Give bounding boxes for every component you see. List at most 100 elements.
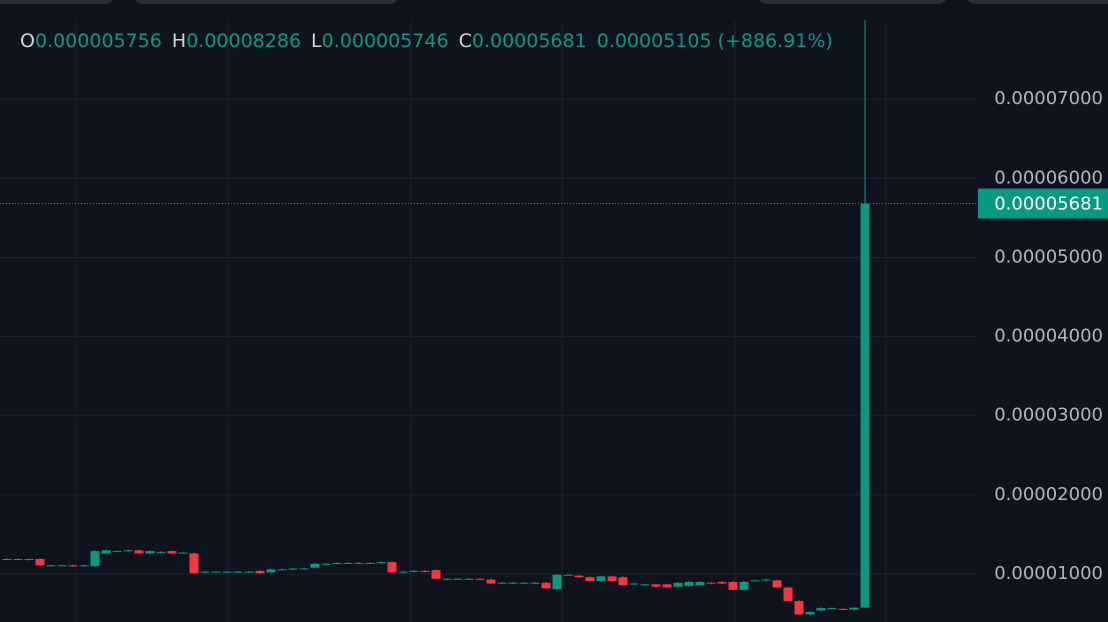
candle-body: [398, 571, 408, 573]
candle-body: [717, 581, 727, 584]
candle-body: [200, 571, 210, 573]
candle-body: [563, 574, 573, 576]
ohlc-key: L: [311, 30, 322, 52]
ohlc-value: 0.000005756: [34, 30, 162, 52]
candle-body: [134, 550, 144, 554]
candle-body: [728, 581, 738, 590]
candle-body: [475, 578, 485, 580]
candle-body: [585, 577, 595, 582]
candle-body: [530, 582, 540, 584]
candle-body: [24, 558, 34, 560]
candle-body: [255, 570, 265, 574]
candle-body: [651, 584, 661, 587]
candle-body: [68, 565, 78, 567]
candle-body: [431, 570, 441, 579]
candle-body: [783, 587, 793, 601]
candle-body: [189, 553, 199, 574]
ohlc-value: 0.00005681: [471, 30, 587, 52]
candle-body: [101, 550, 111, 554]
candle-body: [35, 558, 45, 566]
candle-body: [739, 581, 749, 590]
candle-body: [2, 558, 12, 560]
vertical-grid: [75, 20, 887, 622]
y-tick-label: 0.00002000: [994, 484, 1103, 505]
candle-body: [420, 570, 430, 572]
candle-body: [662, 584, 672, 588]
candle-body: [772, 580, 782, 588]
candle-body: [310, 563, 320, 568]
y-tick-label: 0.00004000: [994, 326, 1103, 347]
candle-body: [321, 563, 331, 565]
candle-body: [354, 562, 364, 564]
candle-body: [266, 569, 276, 573]
candle-body: [486, 579, 496, 584]
y-tick-label: 0.00007000: [994, 88, 1103, 109]
candle-body: [596, 576, 606, 582]
candle-body: [222, 571, 232, 573]
candle-body: [574, 575, 584, 578]
candle-body: [673, 582, 683, 587]
candle-body: [508, 582, 518, 584]
candle-body: [178, 552, 188, 554]
candle-body: [805, 612, 815, 615]
candle-body: [464, 578, 474, 580]
y-tick-label: 0.00001000: [994, 563, 1103, 584]
y-tick-label: 0.00006000: [994, 167, 1103, 188]
candle-body: [849, 607, 859, 610]
candle-body: [112, 551, 122, 553]
candle-body: [706, 582, 716, 584]
ohlc-value: 0.000005746: [321, 30, 449, 52]
candle-body: [816, 608, 826, 611]
last-price-label: 0.00005681: [994, 194, 1103, 215]
candle-body: [123, 550, 133, 552]
candle-body: [409, 570, 419, 572]
toolbar-button[interactable]: [966, 0, 1108, 4]
candle-body: [46, 565, 56, 567]
ohlc-value: 0.00008286: [186, 30, 302, 52]
ohlc-key: O: [20, 30, 35, 52]
toolbar-button[interactable]: [0, 0, 115, 4]
candle-body: [343, 562, 353, 564]
candle-body: [497, 582, 507, 584]
candle-body: [684, 581, 694, 586]
ohlc-key: H: [171, 30, 187, 52]
candle-body: [629, 583, 639, 585]
candle-body: [79, 565, 89, 567]
candle-body: [233, 571, 243, 573]
candle-body: [519, 582, 529, 584]
candle-body: [277, 569, 287, 571]
candle-body: [761, 579, 771, 581]
candle-body: [838, 608, 848, 610]
candle-body: [332, 562, 342, 564]
candle-body: [794, 600, 804, 615]
y-tick-label: 0.00003000: [994, 405, 1103, 426]
candle-body: [541, 582, 551, 589]
candle-body: [13, 558, 23, 560]
toolbar-button[interactable]: [133, 0, 399, 4]
candle-body: [860, 203, 870, 608]
candle-body: [211, 571, 221, 573]
candle-body: [57, 565, 67, 567]
last-price-tag: [978, 188, 1108, 219]
y-tick-label: 0.00005000: [994, 246, 1103, 267]
candle-body: [387, 562, 397, 573]
toolbar-button[interactable]: [757, 0, 948, 4]
candle-body: [145, 551, 155, 554]
ohlc-key: C: [458, 30, 472, 52]
candle-body: [618, 577, 628, 586]
candle-body: [827, 608, 837, 610]
candle-body: [640, 584, 650, 586]
candle-body: [90, 551, 100, 567]
candle-body: [365, 562, 375, 564]
change-percent: (+886.91%): [717, 30, 833, 52]
candle-body: [167, 551, 177, 554]
candle-body: [156, 551, 166, 553]
candle-body: [442, 578, 452, 580]
candle-body: [299, 568, 309, 570]
candle-body: [552, 574, 562, 590]
candle-body: [288, 568, 298, 570]
candle-body: [695, 581, 705, 586]
candles: [2, 20, 870, 616]
